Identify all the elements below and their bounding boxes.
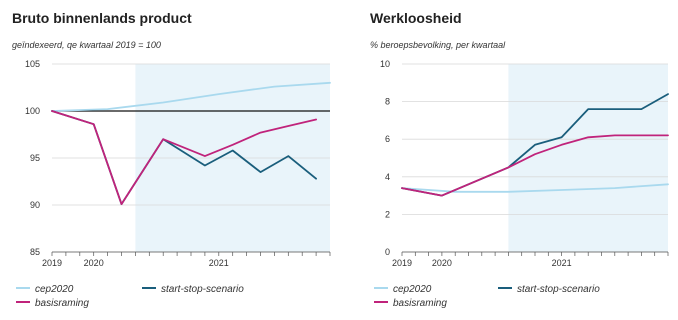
unemployment-chart-panel: Werkloosheid % beroepsbevolking, per kwa… xyxy=(350,0,678,320)
y-axis-label: % beroepsbevolking, per kwartaal xyxy=(370,40,506,50)
y-tick-label: 10 xyxy=(380,59,390,69)
legend-label: basisraming xyxy=(35,298,89,309)
legend: cep2020 start-stop-scenario basisraming xyxy=(12,284,342,318)
legend-swatch xyxy=(142,287,156,290)
y-tick-label: 95 xyxy=(30,153,40,163)
series-line-cep2020 xyxy=(51,81,331,112)
legend-label: cep2020 xyxy=(393,284,432,295)
legend-label: cep2020 xyxy=(35,284,74,295)
y-tick-label: 0 xyxy=(385,247,390,257)
legend-swatch xyxy=(374,287,388,290)
x-tick-label: 2021 xyxy=(209,258,229,268)
x-tick-label: 2019 xyxy=(392,258,412,268)
legend-swatch xyxy=(16,287,30,290)
legend-swatch xyxy=(16,301,30,304)
x-tick-label: 2020 xyxy=(432,258,452,268)
legend-item-basisraming: basisraming xyxy=(16,298,89,309)
forecast-shading xyxy=(508,64,668,252)
y-tick-label: 90 xyxy=(30,200,40,210)
legend-swatch xyxy=(498,287,512,290)
series-line-basisraming xyxy=(401,134,669,197)
y-tick-label: 4 xyxy=(385,172,390,182)
chart-title: Bruto binnenlands product xyxy=(12,10,192,26)
gdp-chart: 85 90 95 100 105 2019 2020 2021 xyxy=(25,59,331,268)
legend-item-cep2020: cep2020 xyxy=(374,284,431,295)
legend: cep2020 start-stop-scenario basisraming xyxy=(370,284,678,318)
series-line-basisraming xyxy=(51,110,318,206)
x-tick-label: 2020 xyxy=(84,258,104,268)
legend-item-cep2020: cep2020 xyxy=(16,284,73,295)
legend-swatch xyxy=(374,301,388,304)
series-line-cep2020 xyxy=(401,183,669,193)
gdp-chart-panel: Bruto binnenlands product geïndexeerd, q… xyxy=(12,10,342,318)
y-tick-label: 8 xyxy=(385,97,390,107)
y-axis-label: geïndexeerd, qe kwartaal 2019 = 100 xyxy=(12,40,161,50)
y-tick-label: 2 xyxy=(385,209,390,219)
x-tick-label: 2019 xyxy=(42,258,62,268)
legend-item-basisraming: basisraming xyxy=(374,298,447,309)
chart-title: Werkloosheid xyxy=(370,10,462,26)
y-tick-label: 105 xyxy=(25,59,40,69)
legend-item-start-stop: start-stop-scenario xyxy=(498,284,600,295)
y-tick-label: 85 xyxy=(30,247,40,257)
x-tick-label: 2021 xyxy=(552,258,572,268)
legend-label: basisraming xyxy=(393,298,447,309)
legend-item-start-stop: start-stop-scenario xyxy=(142,284,244,295)
legend-label: start-stop-scenario xyxy=(161,284,244,295)
legend-label: start-stop-scenario xyxy=(517,284,600,295)
unemployment-chart: 0 2 4 6 8 10 2019 2020 2021 xyxy=(380,59,669,268)
y-tick-label: 100 xyxy=(25,106,40,116)
y-tick-label: 6 xyxy=(385,134,390,144)
